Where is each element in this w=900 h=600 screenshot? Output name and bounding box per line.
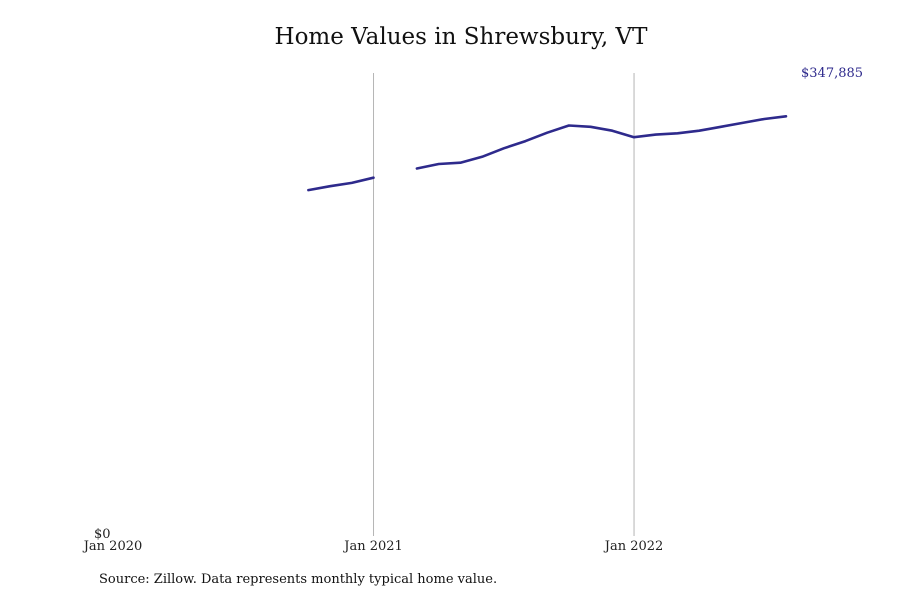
x-tick-label: Jan 2021	[342, 539, 403, 554]
x-tick-label: Jan 2022	[603, 539, 664, 554]
y-tick-label: $0	[94, 527, 111, 542]
series-line-segment-2	[415, 115, 788, 170]
x-tick-label: Jan 2020	[82, 539, 143, 554]
series-lines	[307, 115, 788, 192]
axis-labels: Jan 2020 Jan 2021 Jan 2022 $0 $347,885	[82, 66, 863, 554]
source-note: Source: Zillow. Data represents monthly …	[99, 572, 498, 587]
chart-title: Home Values in Shrewsbury, VT	[274, 24, 648, 50]
series-line-segment-1	[307, 176, 375, 192]
gridlines	[373, 73, 635, 536]
end-value-label: $347,885	[801, 66, 863, 81]
